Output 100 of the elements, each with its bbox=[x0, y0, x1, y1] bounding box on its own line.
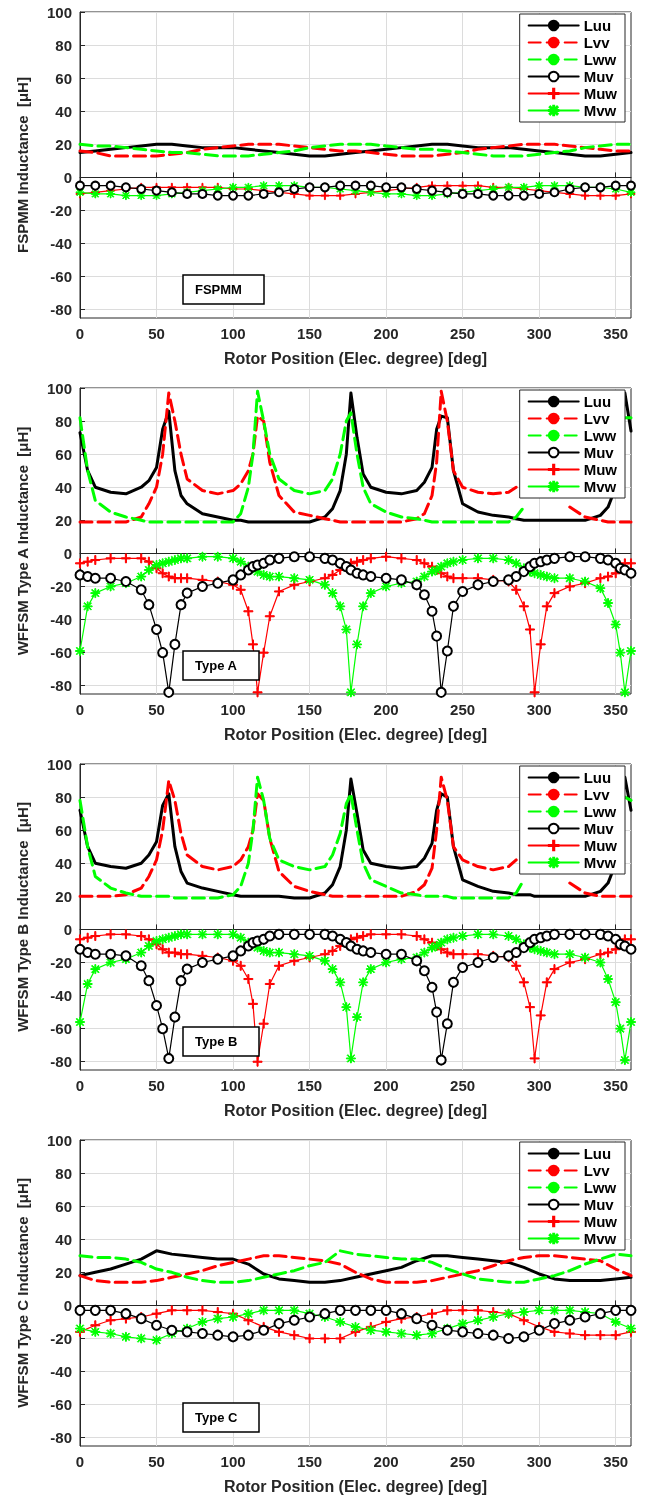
y-tick-label: -20 bbox=[50, 577, 72, 595]
y-tick-label: 100 bbox=[46, 755, 72, 773]
y-tick-label: -20 bbox=[50, 953, 72, 971]
y-tick-label: 0 bbox=[63, 1296, 72, 1314]
y-tick-label: 80 bbox=[55, 1164, 72, 1182]
y-tick-label: 40 bbox=[55, 1230, 72, 1248]
x-tick-label: 100 bbox=[220, 1077, 246, 1094]
y-tick-label: 80 bbox=[55, 788, 72, 806]
legend-label: Muv bbox=[583, 68, 615, 85]
x-tick-label: 300 bbox=[526, 1453, 552, 1470]
x-tick-label: 50 bbox=[148, 1077, 165, 1094]
y-tick-label: 0 bbox=[63, 168, 72, 186]
y-tick-label: -80 bbox=[50, 1053, 72, 1071]
y-axis-title: WFFSM Type B Inductance [μH] bbox=[14, 802, 31, 1032]
y-tick-label: 100 bbox=[46, 379, 72, 397]
y-tick-label: -40 bbox=[50, 1363, 72, 1381]
x-tick-label: 250 bbox=[450, 325, 476, 342]
x-axis-title: Rotor Position (Elec. degree) [deg] bbox=[223, 349, 488, 367]
x-tick-label: 0 bbox=[75, 1453, 85, 1470]
legend-label: Mvw bbox=[583, 854, 617, 871]
x-tick-label: 150 bbox=[297, 701, 323, 718]
y-tick-label: 20 bbox=[55, 887, 72, 905]
x-tick-label: 100 bbox=[220, 325, 246, 342]
x-tick-label: 200 bbox=[373, 701, 399, 718]
legend-label: Lvv bbox=[583, 410, 611, 427]
annotation: Type B bbox=[195, 1034, 238, 1049]
x-tick-label: 300 bbox=[526, 701, 552, 718]
y-tick-label: -40 bbox=[50, 611, 72, 629]
y-tick-label: 80 bbox=[55, 36, 72, 54]
y-tick-label: 80 bbox=[55, 412, 72, 430]
legend-label: Muv bbox=[583, 820, 615, 837]
y-tick-label: -80 bbox=[50, 677, 72, 695]
y-tick-label: 60 bbox=[55, 445, 72, 463]
x-tick-label: 350 bbox=[603, 1453, 629, 1470]
y-tick-label: -40 bbox=[50, 235, 72, 253]
legend-label: Muv bbox=[583, 444, 615, 461]
legend-label: Lvv bbox=[583, 1162, 611, 1179]
legend-label: Mvw bbox=[583, 1230, 617, 1247]
x-tick-label: 300 bbox=[526, 1077, 552, 1094]
annotation: Type C bbox=[195, 1410, 238, 1425]
y-tick-label: 60 bbox=[55, 69, 72, 87]
y-tick-label: -60 bbox=[50, 644, 72, 662]
x-tick-label: 100 bbox=[220, 701, 246, 718]
y-tick-label: 20 bbox=[55, 135, 72, 153]
legend-label: Lvv bbox=[583, 786, 611, 803]
y-axis-title: WFFSM Type C Inductance [μH] bbox=[14, 1178, 31, 1408]
x-tick-label: 100 bbox=[220, 1453, 246, 1470]
x-tick-label: 150 bbox=[297, 1077, 323, 1094]
legend-label: Luu bbox=[583, 1145, 612, 1162]
y-tick-label: 100 bbox=[46, 1131, 72, 1149]
annotation: Type A bbox=[195, 658, 238, 673]
y-tick-label: -60 bbox=[50, 1020, 72, 1038]
legend-label: Lww bbox=[583, 51, 617, 68]
x-tick-label: 300 bbox=[526, 325, 552, 342]
x-tick-label: 0 bbox=[75, 1077, 85, 1094]
y-tick-label: 40 bbox=[55, 478, 72, 496]
y-tick-label: 0 bbox=[63, 544, 72, 562]
legend-label: Luu bbox=[583, 769, 612, 786]
legend-label: Muw bbox=[583, 837, 618, 854]
x-tick-label: 50 bbox=[148, 325, 165, 342]
y-tick-label: 40 bbox=[55, 102, 72, 120]
legend-label: Muv bbox=[583, 1196, 615, 1213]
legend-label: Lvv bbox=[583, 34, 611, 51]
y-tick-label: 0 bbox=[63, 920, 72, 938]
y-tick-label: -20 bbox=[50, 1329, 72, 1347]
x-tick-label: 250 bbox=[450, 1453, 476, 1470]
y-axis-title: WFFSM Type A Inductance [μH] bbox=[14, 426, 31, 656]
x-tick-label: 350 bbox=[603, 325, 629, 342]
y-tick-label: -60 bbox=[50, 1396, 72, 1414]
legend-label: Mvw bbox=[583, 102, 617, 119]
x-tick-label: 250 bbox=[450, 1077, 476, 1094]
legend-label: Luu bbox=[583, 17, 612, 34]
x-tick-label: 150 bbox=[297, 1453, 323, 1470]
x-axis-title: Rotor Position (Elec. degree) [deg] bbox=[223, 725, 488, 743]
x-tick-label: 200 bbox=[373, 1453, 399, 1470]
x-tick-label: 200 bbox=[373, 1077, 399, 1094]
y-tick-label: -80 bbox=[50, 301, 72, 319]
legend-label: Muw bbox=[583, 85, 618, 102]
y-tick-label: -20 bbox=[50, 201, 72, 219]
y-tick-label: 40 bbox=[55, 854, 72, 872]
y-tick-label: 60 bbox=[55, 1197, 72, 1215]
y-tick-label: 20 bbox=[55, 511, 72, 529]
y-tick-label: 100 bbox=[46, 3, 72, 21]
x-tick-label: 350 bbox=[603, 701, 629, 718]
x-tick-label: 350 bbox=[603, 1077, 629, 1094]
x-tick-label: 200 bbox=[373, 325, 399, 342]
legend-label: Muw bbox=[583, 461, 618, 478]
x-axis-title: Rotor Position (Elec. degree) [deg] bbox=[223, 1101, 488, 1119]
x-tick-label: 0 bbox=[75, 701, 85, 718]
legend-label: Lww bbox=[583, 1179, 617, 1196]
legend-label: Muw bbox=[583, 1213, 618, 1230]
y-tick-label: 60 bbox=[55, 821, 72, 839]
annotation: FSPMM bbox=[195, 282, 242, 297]
legend-label: Mvw bbox=[583, 478, 617, 495]
y-tick-label: -80 bbox=[50, 1429, 72, 1447]
y-tick-label: -60 bbox=[50, 268, 72, 286]
x-tick-label: 250 bbox=[450, 701, 476, 718]
x-tick-label: 50 bbox=[148, 1453, 165, 1470]
x-tick-label: 50 bbox=[148, 701, 165, 718]
y-tick-label: -40 bbox=[50, 987, 72, 1005]
